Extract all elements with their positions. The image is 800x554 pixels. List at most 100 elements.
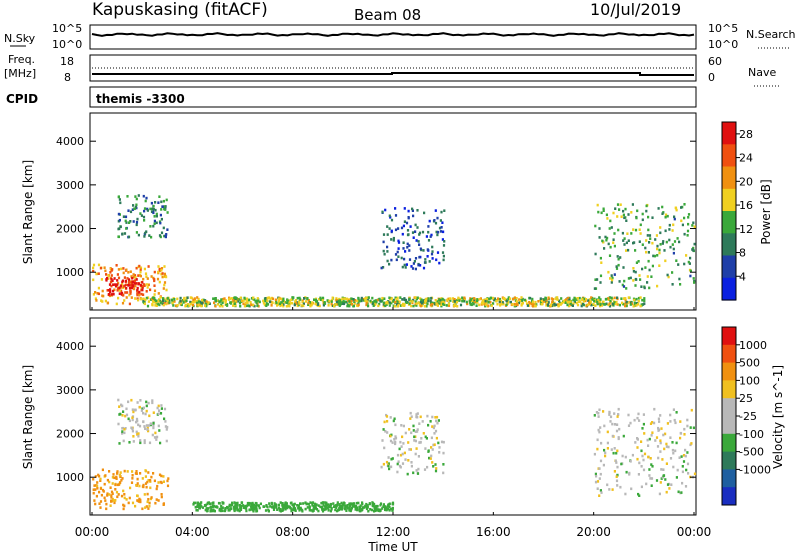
data-cell [380,266,383,270]
data-cell [474,298,477,302]
data-cell [283,505,286,509]
data-cell [117,398,120,402]
data-cell [611,276,614,280]
data-cell [223,297,226,300]
data-cell [436,304,439,307]
data-cell [138,497,141,501]
data-cell [139,270,142,274]
data-cell [138,282,141,285]
data-cell [348,508,351,512]
data-cell [135,203,138,207]
data-cell [165,233,168,236]
data-cell [153,219,156,223]
data-cell [435,415,439,419]
data-cell [388,214,391,218]
data-cell [344,300,347,304]
data-cell [325,501,328,505]
data-cell [653,407,656,411]
data-cell [632,304,635,308]
data-cell [328,299,331,303]
data-cell [408,244,411,247]
data-cell [110,284,113,288]
data-cell [95,272,98,276]
data-cell [403,207,406,210]
data-cell [638,240,641,243]
data-cell [163,283,166,287]
data-cell [141,286,144,289]
data-cell [147,479,150,482]
x-tick-label: 00:00 [75,525,110,539]
data-cell [140,409,143,412]
data-cell [555,303,558,307]
data-cell [312,505,316,509]
data-cell [447,297,450,301]
data-cell [307,301,310,305]
data-cell [127,235,131,239]
data-cell [157,424,160,428]
data-cell [233,508,236,511]
data-cell [276,508,279,511]
data-cell [212,504,215,508]
data-cell [662,433,665,437]
data-cell [248,508,251,512]
data-cell [427,423,430,427]
data-cell [600,491,603,494]
data-cell [223,509,227,513]
data-cell [135,472,138,475]
data-cell [119,225,122,229]
data-cell [394,423,397,427]
data-cell [607,297,610,300]
data-cell [692,426,695,430]
data-cell [594,278,597,281]
data-cell [311,501,315,504]
data-cell [129,270,132,273]
data-cell [394,253,398,256]
data-cell [233,302,236,305]
data-cell [93,484,96,487]
data-cell [577,300,580,303]
data-cell [134,205,137,209]
data-cell [185,299,188,302]
data-cell [162,480,165,483]
data-cell [123,469,126,473]
data-cell [651,421,654,424]
data-cell [371,302,374,306]
data-cell [104,474,107,477]
data-cell [678,456,681,459]
data-cell [365,303,368,307]
data-cell [443,303,446,306]
data-cell [692,246,695,250]
data-cell [394,207,397,210]
data-cell [646,275,649,278]
data-cell [668,223,671,227]
data-cell [125,296,128,299]
data-cell [614,459,617,463]
data-cell [668,228,671,231]
data-cell [115,490,119,494]
data-cell [683,216,686,220]
data-cell [369,299,372,303]
data-cell [280,301,283,304]
data-cell [382,304,385,308]
data-cell [207,301,210,304]
data-cell [110,496,113,499]
data-cell [511,302,514,306]
data-cell [468,299,471,303]
data-cell [214,297,217,300]
data-cell [551,300,554,304]
data-cell [338,507,341,510]
data-cell [212,509,215,512]
data-cell [201,298,204,302]
data-cell [669,245,672,249]
data-cell [163,234,166,238]
data-cell [567,304,571,308]
data-cell [142,420,145,423]
data-cell [532,304,535,308]
data-cell [686,424,689,428]
data-cell [210,508,213,511]
data-cell [382,249,385,253]
data-cell [319,505,322,509]
data-cell [338,304,341,307]
data-cell [345,509,348,512]
data-cell [496,297,500,300]
